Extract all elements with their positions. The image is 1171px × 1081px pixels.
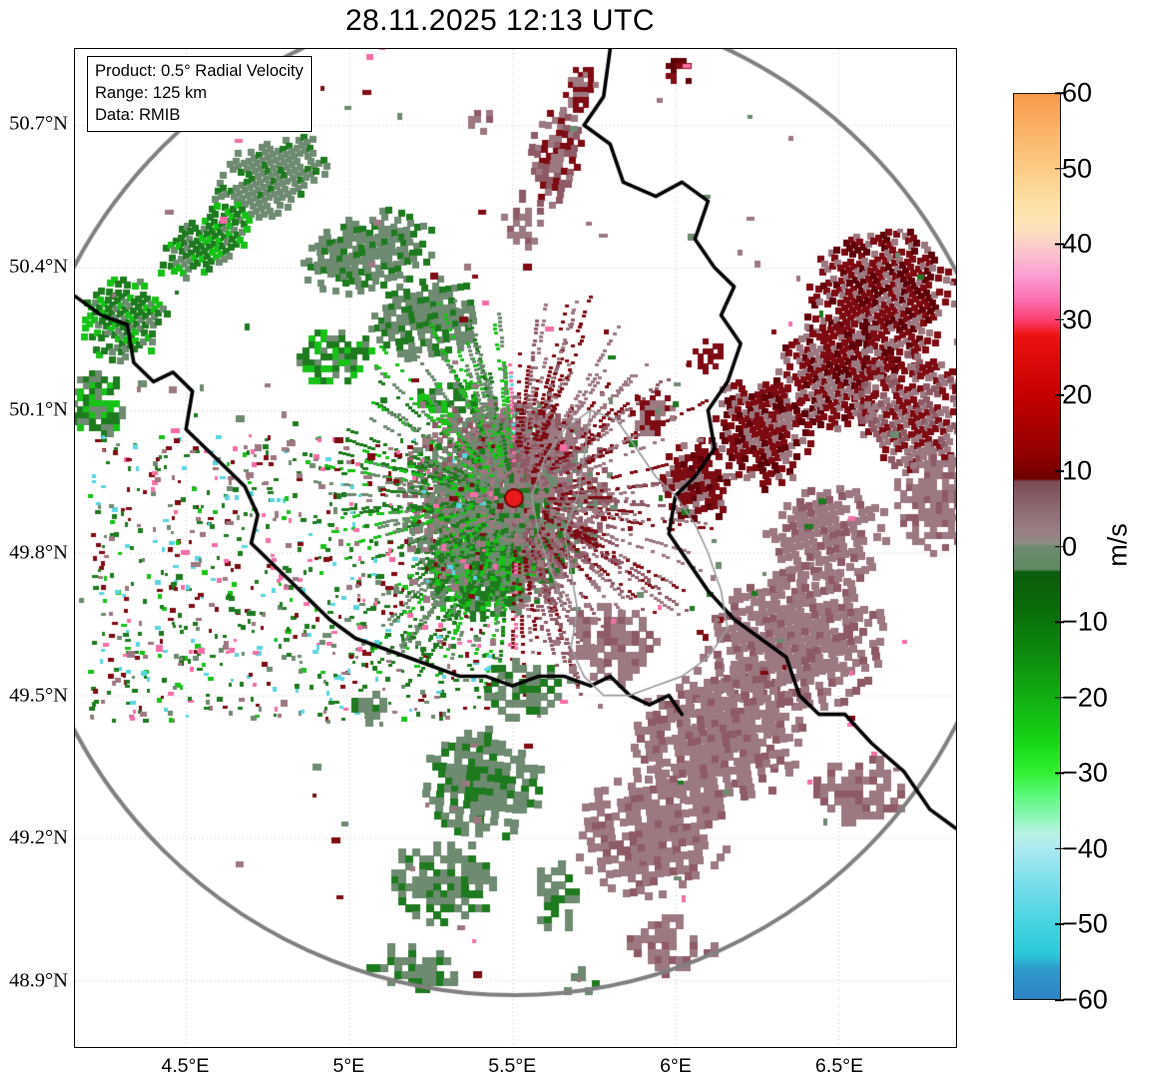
colorbar-tick-label: 60	[1062, 77, 1093, 108]
page-title: 28.11.2025 12:13 UTC	[345, 4, 655, 37]
colorbar-tick-label: 20	[1062, 379, 1093, 410]
longitude-tick-label: 5°E	[332, 1055, 365, 1077]
colorbar-tick-mark	[1055, 621, 1064, 623]
longitude-tick-label: 6.5°E	[815, 1055, 864, 1077]
latitude-tick-label: 50.4°N	[9, 255, 68, 278]
latitude-tick-label: 49.8°N	[9, 541, 68, 564]
colorbar-tick-mark	[1055, 999, 1064, 1001]
colorbar-tick-label: 10	[1062, 455, 1093, 486]
colorbar-tick-mark	[1055, 772, 1064, 775]
colorbar-tick-mark	[1055, 243, 1064, 245]
colorbar-unit-label: m/s	[1102, 523, 1133, 567]
info-range-line: Range: 125 km	[95, 83, 207, 102]
colorbar-tick-mark	[1055, 923, 1064, 926]
colorbar-tick-mark	[1055, 848, 1064, 850]
colorbar-tick-label: −50	[1062, 908, 1108, 939]
product-info-box: Product: 0.5° Radial Velocity Range: 125…	[87, 56, 313, 133]
longitude-tick-label: 5.5°E	[488, 1055, 537, 1077]
colorbar-tick-mark	[1055, 470, 1064, 472]
radar-velocity-map[interactable]	[75, 49, 956, 1047]
velocity-colorbar[interactable]	[1013, 93, 1061, 1000]
radar-plot-panel[interactable]: Product: 0.5° Radial Velocity Range: 125…	[74, 48, 957, 1048]
colorbar-tick-mark	[1055, 394, 1064, 397]
longitude-tick-label: 4.5°E	[161, 1055, 210, 1077]
latitude-tick-label: 49.2°N	[9, 826, 68, 849]
colorbar-tick-mark	[1055, 92, 1064, 94]
latitude-tick-label: 50.7°N	[9, 112, 68, 135]
colorbar-tick-label: −20	[1062, 682, 1108, 713]
colorbar-tick-label: 0	[1062, 531, 1078, 561]
colorbar-tick-mark	[1055, 318, 1064, 321]
latitude-tick-label: 49.5°N	[9, 684, 68, 707]
colorbar-tick-label: 50	[1062, 153, 1093, 184]
colorbar-tick-label: 30	[1062, 304, 1093, 335]
longitude-tick-label: 6°E	[659, 1055, 692, 1077]
colorbar-tick-label: −40	[1062, 833, 1108, 864]
colorbar-tick-mark	[1055, 167, 1064, 170]
latitude-tick-label: 48.9°N	[9, 969, 68, 992]
colorbar-tick-mark	[1055, 545, 1064, 548]
info-data-line: Data: RMIB	[95, 105, 181, 124]
colorbar-tick-label: −30	[1062, 757, 1108, 788]
colorbar-tick-label: −60	[1062, 984, 1108, 1015]
colorbar-tick-mark	[1055, 696, 1064, 699]
colorbar-tick-label: −10	[1062, 606, 1108, 637]
latitude-tick-label: 50.1°N	[9, 398, 68, 421]
colorbar-tick-label: 40	[1062, 228, 1093, 259]
info-product-line: Product: 0.5° Radial Velocity	[95, 62, 304, 80]
colorbar-gradient	[1014, 94, 1060, 999]
